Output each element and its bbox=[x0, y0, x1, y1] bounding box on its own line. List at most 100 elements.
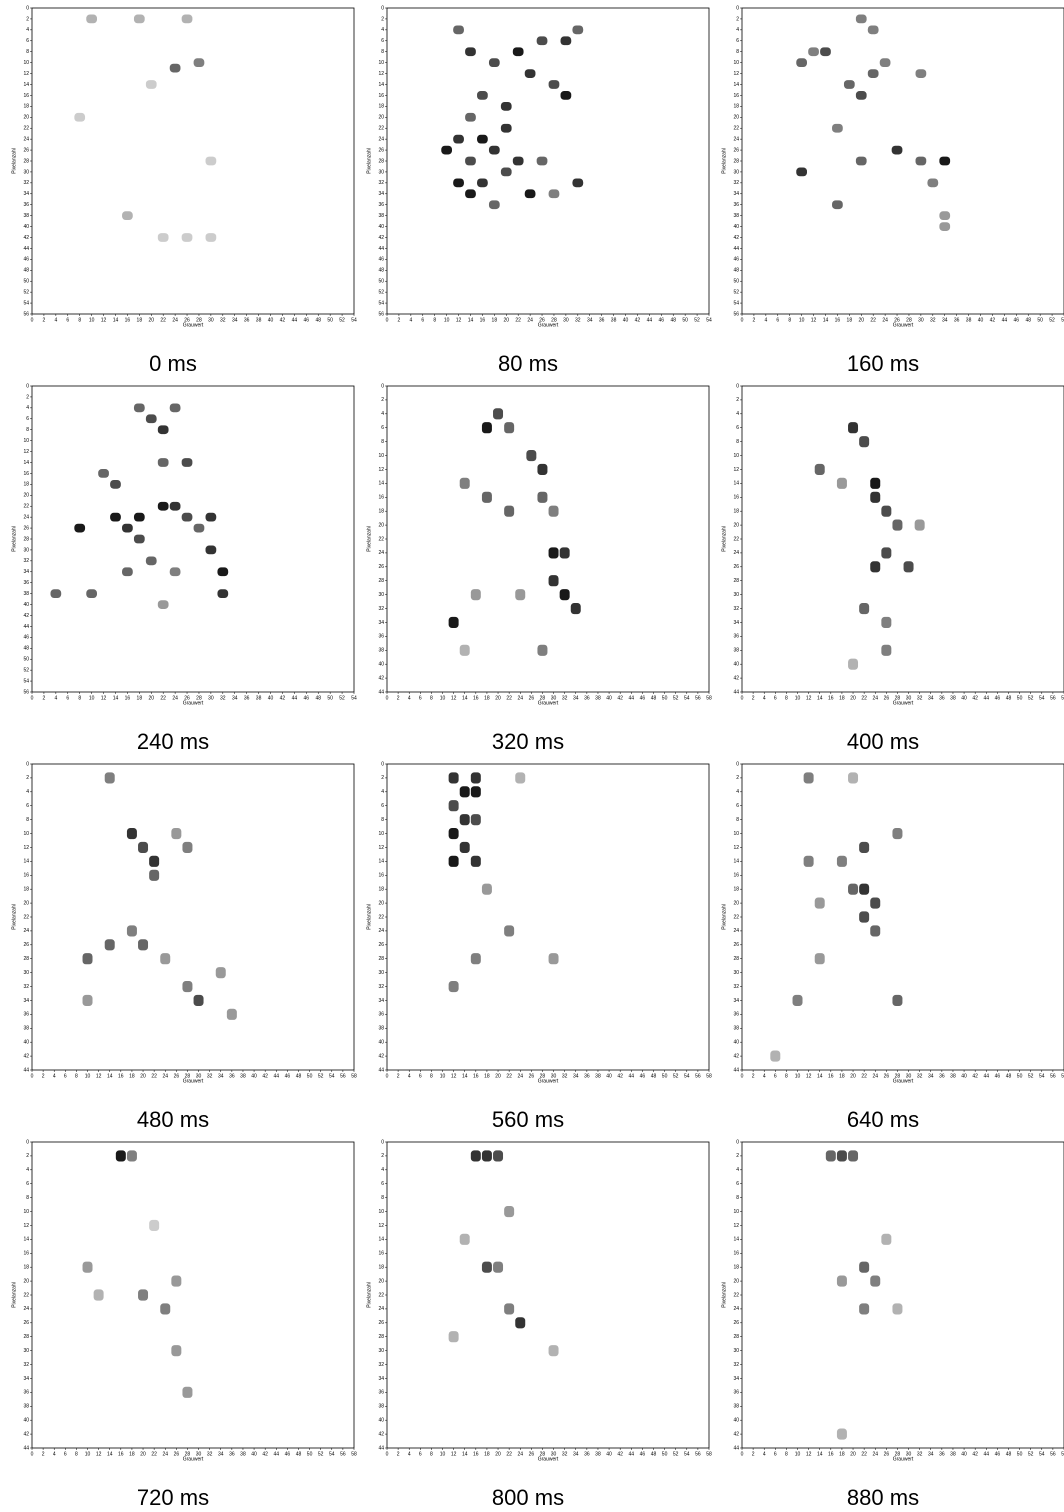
y-tick-label: 34 bbox=[378, 620, 384, 626]
y-tick-label: 2 bbox=[736, 775, 739, 781]
y-tick-label: 0 bbox=[26, 383, 29, 389]
x-tick-label: 10 bbox=[795, 695, 801, 701]
y-tick-label: 20 bbox=[23, 115, 29, 121]
x-tick-label: 46 bbox=[640, 1073, 646, 1079]
y-tick-label: 10 bbox=[733, 453, 739, 459]
heat-cell bbox=[481, 1261, 492, 1273]
x-tick-label: 26 bbox=[529, 695, 535, 701]
y-tick-label: 2 bbox=[26, 16, 29, 22]
y-tick-label: 56 bbox=[733, 311, 739, 317]
heat-cell bbox=[859, 1303, 870, 1315]
x-tick-label: 2 bbox=[398, 317, 401, 323]
heat-cell bbox=[879, 58, 891, 68]
x-tick-label: 44 bbox=[983, 1073, 989, 1079]
x-tick-label: 8 bbox=[785, 695, 788, 701]
y-tick-label: 20 bbox=[23, 493, 29, 499]
y-tick-label: 4 bbox=[26, 27, 29, 33]
y-tick-label: 18 bbox=[23, 104, 29, 110]
y-tick-label: 24 bbox=[733, 1306, 739, 1312]
y-axis-label: Pixelanzahl bbox=[721, 904, 727, 930]
heat-cell bbox=[453, 25, 464, 35]
x-tick-label: 32 bbox=[562, 695, 568, 701]
heat-cell bbox=[126, 1150, 137, 1162]
x-tick-label: 32 bbox=[917, 1073, 923, 1079]
y-tick-label: 6 bbox=[736, 425, 739, 431]
x-tick-label: 42 bbox=[617, 1073, 623, 1079]
y-tick-label: 12 bbox=[23, 845, 29, 851]
x-tick-label: 6 bbox=[776, 317, 779, 323]
heat-cell bbox=[796, 167, 807, 177]
heat-cell bbox=[843, 80, 855, 89]
x-tick-label: 22 bbox=[151, 1451, 157, 1457]
heat-cell bbox=[481, 491, 492, 503]
x-tick-label: 4 bbox=[408, 1073, 411, 1079]
y-tick-label: 16 bbox=[23, 873, 29, 879]
heat-cell bbox=[74, 112, 86, 122]
heat-cell bbox=[881, 505, 892, 517]
y-tick-label: 22 bbox=[378, 1292, 384, 1298]
x-tick-label: 10 bbox=[795, 1451, 801, 1457]
heat-cell bbox=[848, 883, 859, 895]
x-tick-label: 40 bbox=[606, 1451, 612, 1457]
y-tick-label: 8 bbox=[736, 439, 739, 445]
heat-cell bbox=[832, 123, 843, 133]
y-tick-label: 2 bbox=[26, 775, 29, 781]
panel-caption: 240 ms bbox=[137, 729, 209, 754]
heat-cell bbox=[500, 123, 512, 133]
x-tick-label: 54 bbox=[329, 1451, 335, 1457]
heat-cell bbox=[459, 786, 470, 798]
x-tick-label: 10 bbox=[440, 1451, 446, 1457]
heat-cell bbox=[892, 827, 903, 840]
y-tick-label: 34 bbox=[23, 191, 29, 197]
y-tick-label: 38 bbox=[23, 591, 29, 597]
x-tick-label: 50 bbox=[682, 317, 688, 323]
x-tick-label: 22 bbox=[160, 317, 166, 323]
x-tick-label: 10 bbox=[89, 317, 95, 323]
y-tick-label: 22 bbox=[23, 504, 29, 510]
heat-cell bbox=[814, 897, 825, 909]
y-tick-label: 18 bbox=[733, 509, 739, 515]
x-tick-label: 46 bbox=[995, 1451, 1001, 1457]
y-axis-label: Pixelanzahl bbox=[11, 1282, 17, 1308]
x-tick-label: 52 bbox=[673, 1451, 679, 1457]
x-tick-label: 6 bbox=[64, 1451, 67, 1457]
x-axis-label: Grauwert bbox=[893, 1456, 914, 1462]
x-tick-label: 26 bbox=[184, 695, 190, 701]
x-tick-label: 34 bbox=[573, 1073, 579, 1079]
y-tick-label: 0 bbox=[26, 5, 29, 11]
x-tick-label: 2 bbox=[43, 317, 46, 323]
y-tick-label: 38 bbox=[378, 1404, 384, 1410]
heat-cell bbox=[448, 616, 459, 629]
x-tick-label: 56 bbox=[1050, 695, 1056, 701]
heat-cell bbox=[803, 772, 814, 784]
x-tick-label: 14 bbox=[468, 317, 474, 323]
heat-cell bbox=[859, 436, 870, 448]
heat-cell bbox=[453, 134, 464, 144]
y-tick-label: 10 bbox=[378, 1209, 384, 1215]
heat-cell bbox=[560, 91, 572, 100]
heat-cell bbox=[459, 841, 470, 854]
y-tick-label: 38 bbox=[733, 213, 739, 219]
y-tick-label: 36 bbox=[23, 1012, 29, 1018]
y-tick-label: 26 bbox=[23, 942, 29, 948]
y-tick-label: 8 bbox=[26, 49, 29, 55]
panel-caption: 720 ms bbox=[137, 1485, 209, 1510]
heat-cell bbox=[205, 156, 217, 166]
y-tick-label: 44 bbox=[733, 1067, 739, 1073]
y-tick-label: 32 bbox=[23, 984, 29, 990]
heat-cell bbox=[181, 233, 193, 242]
y-tick-label: 42 bbox=[733, 675, 739, 681]
x-tick-label: 2 bbox=[753, 317, 756, 323]
x-tick-label: 52 bbox=[1028, 695, 1034, 701]
x-tick-label: 4 bbox=[54, 695, 57, 701]
y-tick-label: 6 bbox=[26, 416, 29, 422]
x-tick-label: 58 bbox=[1061, 1451, 1064, 1457]
x-tick-label: 24 bbox=[162, 1073, 168, 1079]
x-tick-label: 54 bbox=[684, 695, 690, 701]
heat-cell bbox=[891, 145, 903, 155]
x-tick-label: 16 bbox=[118, 1451, 124, 1457]
x-tick-label: 24 bbox=[872, 1073, 878, 1079]
x-tick-label: 28 bbox=[895, 1451, 901, 1457]
x-tick-label: 42 bbox=[280, 317, 286, 323]
heat-cell bbox=[82, 953, 93, 965]
